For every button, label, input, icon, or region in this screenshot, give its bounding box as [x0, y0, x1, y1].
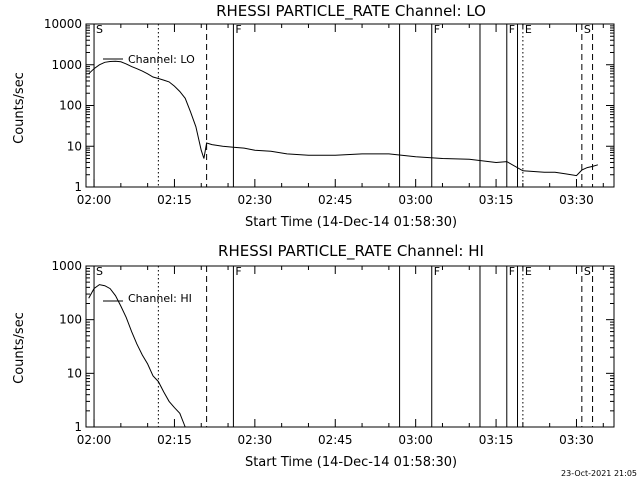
event-marker-label: S [584, 23, 591, 36]
event-marker-label: F [235, 265, 241, 278]
y-tick-label: 10000 [44, 17, 82, 31]
chart-panel-lo: RHESSI PARTICLE_RATE Channel: LO Start T… [12, 2, 615, 230]
x-tick-label: 02:45 [318, 433, 353, 447]
event-marker-label: S [584, 265, 591, 278]
x-tick-label: 03:30 [559, 433, 594, 447]
event-marker-label: F [434, 23, 440, 36]
series-line [88, 284, 186, 428]
x-tick-label: 03:30 [559, 193, 594, 207]
x-tick-label: 02:00 [77, 193, 112, 207]
x-tick-label: 02:00 [77, 433, 112, 447]
event-marker-label: F [509, 265, 515, 278]
plot-frame [85, 265, 615, 428]
x-tick-label: 02:15 [157, 193, 192, 207]
x-axis-label-hi: Start Time (14-Dec-14 01:58:30) [245, 455, 457, 470]
y-tick-label: 1 [74, 420, 82, 434]
y-axis-label-lo: Counts/sec [12, 72, 27, 144]
event-marker-label: E [525, 265, 532, 278]
x-tick-label: 03:15 [479, 433, 514, 447]
event-marker-label: E [525, 23, 532, 36]
event-marker-label: F [434, 265, 440, 278]
event-marker-label: S [96, 265, 103, 278]
y-tick-label: 10 [67, 139, 82, 153]
series-line [88, 60, 599, 177]
legend-label-lo: Channel: LO [128, 53, 195, 66]
x-tick-label: 02:45 [318, 193, 353, 207]
y-tick-label: 1000 [51, 259, 82, 273]
chart-title-hi: RHESSI PARTICLE_RATE Channel: HI [218, 242, 484, 261]
legend-label-hi: Channel: HI [128, 292, 192, 305]
chart-title-lo: RHESSI PARTICLE_RATE Channel: LO [216, 2, 486, 21]
y-tick-label: 1 [74, 180, 82, 194]
x-tick-label: 02:30 [238, 433, 273, 447]
x-tick-label: 03:15 [479, 193, 514, 207]
x-tick-label: 02:15 [157, 433, 192, 447]
y-tick-label: 100 [59, 313, 82, 327]
event-marker-label: F [235, 23, 241, 36]
plot-frame [85, 23, 615, 188]
footer-date: 23-Oct-2021 21:05 [561, 469, 637, 478]
x-axis-label-lo: Start Time (14-Dec-14 01:58:30) [245, 215, 457, 230]
y-tick-label: 100 [59, 99, 82, 113]
y-tick-label: 1000 [51, 58, 82, 72]
x-tick-label: 03:00 [398, 193, 433, 207]
y-tick-label: 10 [67, 366, 82, 380]
y-axis-label-hi: Counts/sec [12, 312, 27, 384]
chart-panel-hi: RHESSI PARTICLE_RATE Channel: HI Start T… [12, 242, 615, 470]
event-marker-label: S [96, 23, 103, 36]
x-tick-label: 02:30 [238, 193, 273, 207]
x-tick-label: 03:00 [398, 433, 433, 447]
event-marker-label: F [509, 23, 515, 36]
